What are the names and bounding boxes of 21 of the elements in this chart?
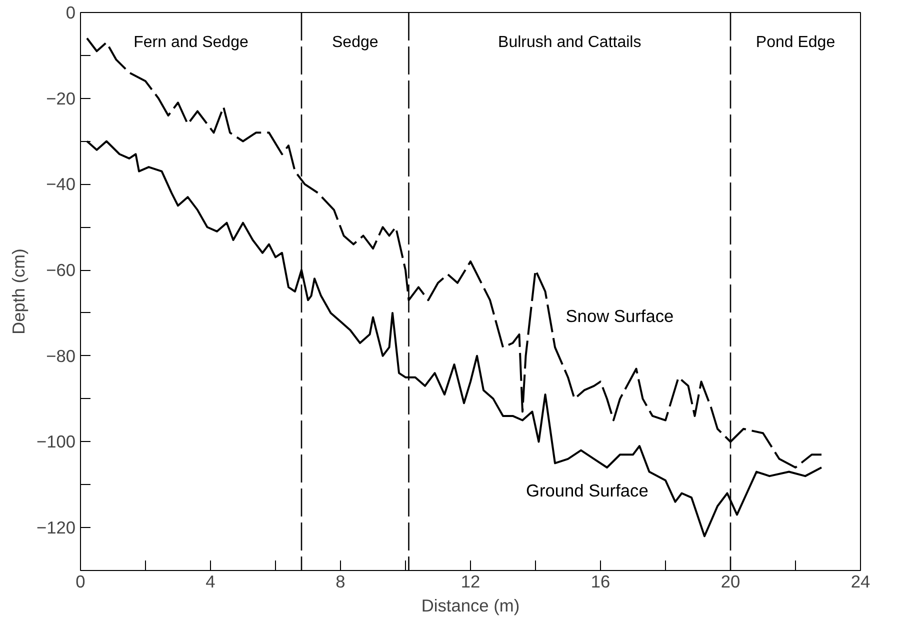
- annotation: Bulrush and Cattails: [498, 34, 642, 51]
- y-tick-label: −40: [46, 174, 76, 194]
- y-axis-title: Depth (cm): [8, 248, 28, 334]
- annotation: Pond Edge: [756, 34, 836, 51]
- x-axis-title: Distance (m): [421, 596, 520, 616]
- y-tick-label: −60: [46, 260, 76, 280]
- y-tick-label: −80: [46, 346, 76, 366]
- x-tick-label: 24: [850, 572, 870, 592]
- annotation: Fern and Sedge: [134, 34, 248, 51]
- series-label: Ground Surface: [526, 480, 648, 500]
- series-label: Snow Surface: [566, 306, 674, 326]
- annotation: Sedge: [332, 34, 378, 51]
- x-tick-label: 20: [720, 572, 740, 592]
- x-tick-label: 4: [206, 572, 216, 592]
- y-tick-label: −120: [36, 518, 76, 538]
- x-tick-label: 16: [590, 572, 610, 592]
- x-tick-label: 8: [336, 572, 346, 592]
- y-tick-label: 0: [66, 2, 76, 22]
- x-tick-label: 12: [460, 572, 480, 592]
- y-tick-label: −20: [46, 88, 76, 108]
- y-tick-label: −100: [36, 432, 76, 452]
